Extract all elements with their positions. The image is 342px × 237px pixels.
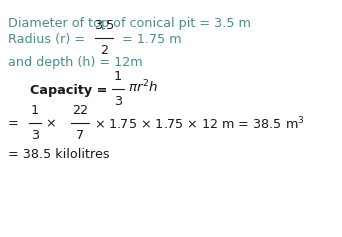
Text: = 1.75 m: = 1.75 m: [118, 32, 182, 46]
Text: 7: 7: [76, 129, 84, 142]
Text: ×: ×: [45, 118, 56, 131]
Text: 1: 1: [114, 70, 122, 83]
Text: 3.5: 3.5: [94, 19, 114, 32]
Text: and depth (h) = 12m: and depth (h) = 12m: [8, 55, 143, 68]
Text: Diameter of top of conical pit = 3.5 m: Diameter of top of conical pit = 3.5 m: [8, 17, 251, 30]
Text: Radius (r) =: Radius (r) =: [8, 32, 89, 46]
Text: 2: 2: [100, 44, 108, 57]
Text: 1: 1: [31, 104, 39, 117]
Text: =: =: [8, 118, 19, 131]
Text: $\times$ 1.75 $\times$ 1.75 $\times$ 12 m = 38.5 m$^3$: $\times$ 1.75 $\times$ 1.75 $\times$ 12 …: [94, 116, 305, 132]
Text: Capacity =: Capacity =: [30, 83, 112, 96]
Text: 3: 3: [31, 129, 39, 142]
Text: 22: 22: [72, 104, 88, 117]
Text: 3: 3: [114, 95, 122, 108]
Text: = 38.5 kilolitres: = 38.5 kilolitres: [8, 149, 110, 161]
Text: $\pi r^2h$: $\pi r^2h$: [128, 79, 158, 95]
